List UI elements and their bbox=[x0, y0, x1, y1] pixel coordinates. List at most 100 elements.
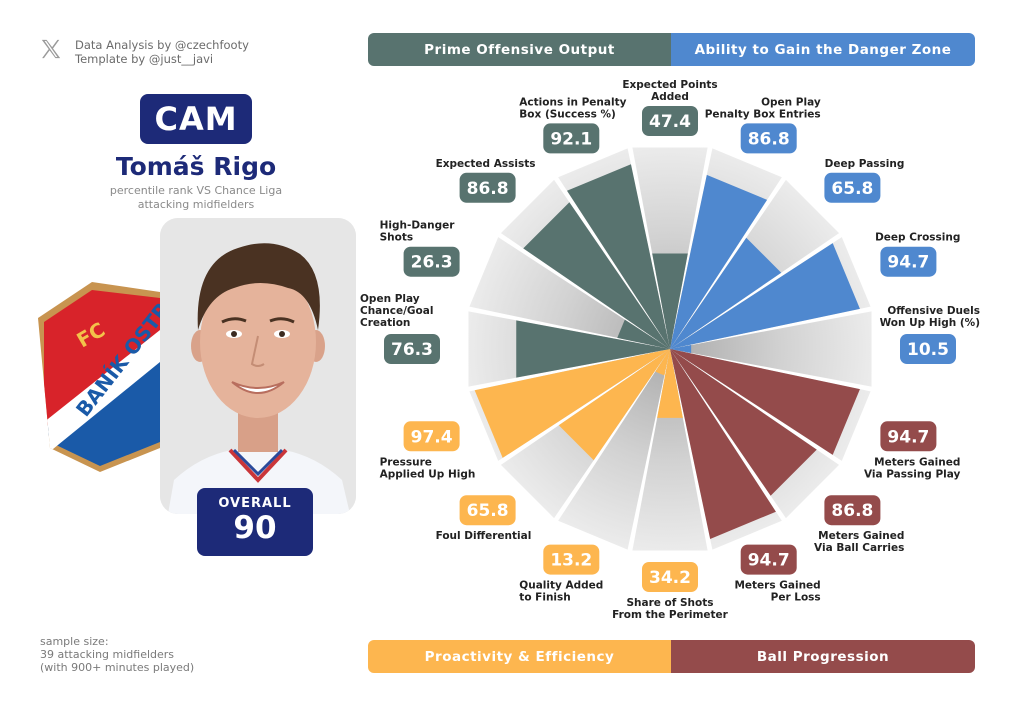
value-label: 13.2 bbox=[550, 551, 592, 571]
chart-bar bbox=[670, 349, 776, 539]
chart-bar bbox=[652, 253, 688, 349]
metric-label: Deep Passing bbox=[825, 158, 905, 170]
subtitle-line-2: attacking midfielders bbox=[137, 198, 255, 211]
metric-group: 76.3 Open Play Chance/Goal Creation bbox=[360, 293, 440, 364]
metric-label: Offensive Duels Won Up High (%) bbox=[880, 305, 980, 329]
value-label: 34.2 bbox=[649, 568, 691, 588]
metric-group: 65.8 Foul Differential bbox=[436, 495, 532, 542]
chart-background-slice bbox=[558, 349, 670, 550]
category-danger-zone: Ability to Gain the Danger Zone bbox=[671, 33, 975, 66]
credits-template: Template by @just__javi bbox=[75, 52, 214, 66]
chart-bar bbox=[670, 174, 768, 349]
chart-bar bbox=[523, 202, 670, 349]
metric-label: Meters Gained Per Loss bbox=[734, 580, 820, 604]
metric-label-line: Deep Crossing bbox=[875, 232, 960, 244]
value-badge bbox=[824, 172, 881, 203]
value-badge bbox=[403, 246, 460, 277]
metric-label-line: Deep Passing bbox=[825, 158, 905, 170]
value-badge bbox=[459, 172, 516, 203]
player-subtitle: percentile rank VS Chance Liga attacking… bbox=[90, 184, 302, 212]
metric-group: 86.8 Open Play Penalty Box Entries bbox=[705, 96, 821, 154]
sample-line-1: sample size: bbox=[40, 635, 109, 648]
metric-label-line: Creation bbox=[360, 317, 410, 329]
metric-label: Deep Crossing bbox=[875, 232, 960, 244]
value-badge bbox=[880, 246, 937, 277]
value-label: 86.8 bbox=[748, 129, 790, 149]
metric-label-line: Expected Points bbox=[622, 79, 717, 91]
player-photo bbox=[160, 218, 356, 514]
metric-label-line: Expected Assists bbox=[436, 158, 536, 170]
metric-label-line: Open Play bbox=[761, 96, 821, 108]
metric-label-line: Share of Shots bbox=[626, 597, 713, 609]
player-name: Tomáš Rigo bbox=[115, 152, 277, 181]
metric-label-line: Meters Gained bbox=[874, 456, 960, 468]
value-label: 10.5 bbox=[907, 340, 949, 360]
category-prime-offensive: Prime Offensive Output bbox=[368, 33, 671, 66]
credits: Data Analysis by @czechfooty Template by… bbox=[75, 38, 249, 66]
metric-group: 94.7 Deep Crossing bbox=[875, 232, 960, 277]
metric-label: Expected Assists bbox=[436, 158, 536, 170]
chart-background-slice bbox=[670, 311, 872, 387]
overall-value: 90 bbox=[233, 510, 277, 546]
metric-group: 94.7 Meters Gained Via Passing Play bbox=[864, 421, 961, 480]
value-label: 94.7 bbox=[887, 253, 929, 273]
chart-bar bbox=[655, 349, 670, 376]
metric-label-line: Actions in Penalty bbox=[519, 96, 626, 108]
metric-label-line: Foul Differential bbox=[436, 530, 532, 542]
metric-label-line: Per Loss bbox=[771, 592, 821, 604]
value-label: 94.7 bbox=[887, 427, 929, 447]
metric-label: Share of Shots From the Perimeter bbox=[612, 597, 729, 621]
chart-bar bbox=[670, 237, 782, 349]
sample-line-2: 39 attacking midfielders bbox=[40, 648, 175, 661]
value-label: 47.4 bbox=[649, 112, 691, 132]
chart-bar bbox=[670, 349, 817, 496]
chart-bar bbox=[617, 319, 670, 349]
chart-bar bbox=[670, 345, 692, 353]
chart-bar bbox=[567, 164, 670, 349]
chart-background-slice bbox=[632, 147, 708, 349]
position-badge: CAM bbox=[140, 94, 252, 144]
metric-label: Expected Points Added bbox=[622, 79, 717, 103]
metric-group: 92.1 Actions in Penalty Box (Success %) bbox=[519, 96, 627, 154]
overall-badge: OVERALL 90 bbox=[197, 488, 313, 556]
value-badge bbox=[642, 562, 698, 592]
subtitle-line-1: percentile rank VS Chance Liga bbox=[109, 184, 283, 197]
metric-group: 34.2 Share of Shots From the Perimeter bbox=[612, 562, 729, 621]
category-proactivity: Proactivity & Efficiency bbox=[368, 640, 671, 673]
value-label: 76.3 bbox=[391, 340, 433, 360]
chart-background-slice bbox=[632, 349, 708, 551]
metric-label-line: Via Passing Play bbox=[864, 468, 961, 480]
value-badge bbox=[543, 544, 600, 575]
value-label: 65.8 bbox=[831, 179, 873, 199]
metric-label-line: High-Danger bbox=[380, 220, 456, 232]
value-label: 94.7 bbox=[748, 551, 790, 571]
metric-label-line: Box (Success %) bbox=[519, 108, 616, 120]
value-badge bbox=[543, 123, 600, 154]
overall-label: OVERALL bbox=[218, 496, 292, 511]
value-badge bbox=[740, 544, 797, 575]
chart-bar bbox=[558, 349, 670, 461]
metric-label-line: Meters Gained bbox=[734, 580, 820, 592]
chart-bar bbox=[516, 320, 670, 378]
value-label: 92.1 bbox=[550, 129, 592, 149]
metric-label: Meters Gained Via Ball Carries bbox=[814, 530, 904, 554]
value-label: 86.8 bbox=[831, 501, 873, 521]
metric-label: Pressure Applied Up High bbox=[380, 456, 476, 480]
club-crest-icon: FC BANÍK OSTR bbox=[38, 282, 170, 472]
value-label: 26.3 bbox=[411, 253, 453, 273]
metric-label-line: Chance/Goal bbox=[360, 305, 433, 317]
value-badge bbox=[384, 334, 440, 364]
x-logo-icon bbox=[41, 39, 61, 59]
value-badge bbox=[900, 334, 956, 364]
value-badge bbox=[403, 421, 460, 452]
metric-group: 97.4 Pressure Applied Up High bbox=[380, 421, 476, 480]
credits-analysis: Data Analysis by @czechfooty bbox=[75, 38, 249, 52]
metric-group: 10.5 Offensive Duels Won Up High (%) bbox=[880, 305, 980, 364]
metric-label: Open Play Chance/Goal Creation bbox=[360, 293, 433, 329]
metric-label-line: to Finish bbox=[519, 592, 570, 604]
player-portrait-icon bbox=[160, 218, 356, 514]
sample-size-note: sample size: 39 attacking midfielders (w… bbox=[40, 635, 194, 674]
metric-label: Open Play Penalty Box Entries bbox=[705, 96, 821, 120]
value-badge bbox=[642, 106, 698, 136]
